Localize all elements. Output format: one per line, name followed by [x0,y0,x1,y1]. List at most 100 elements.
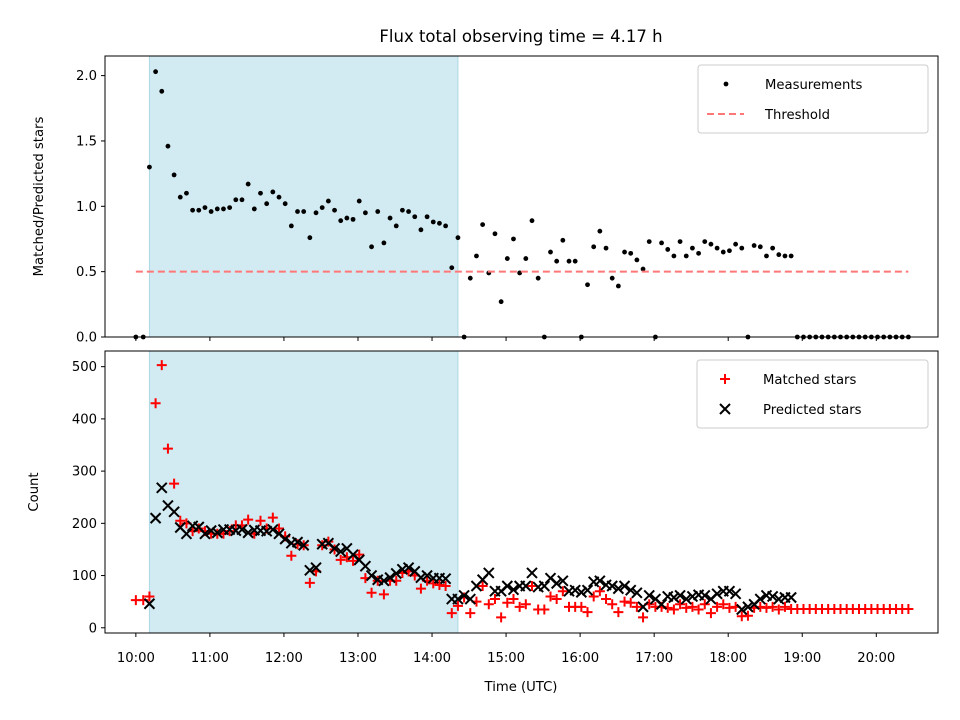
data-point [483,567,495,579]
legend-box [696,359,929,429]
data-point [609,275,615,281]
data-point [582,607,593,618]
data-point [455,235,461,241]
data-point [168,506,180,518]
data-point [402,562,415,574]
data-point [702,239,708,244]
data-point [622,249,627,255]
data-point [496,612,507,623]
y-tick-label: 400 [72,412,97,427]
data-point [267,523,279,536]
data-point [344,215,350,221]
data-point [903,603,914,614]
chart-panels: 0.0 0.5 1.0 1.5 2.0 Matched/Predicted stars Me… [27,55,939,666]
panel-2: 0 100 200 300 400 500 10:00 11:00 12:00 13:00 14:0… [27,350,939,666]
x-tick-label: 18:00 [709,651,747,666]
x-tick-label: 15:00 [487,651,525,666]
data-point [776,252,782,258]
y-tick-label: 0.0 [76,331,97,346]
data-point [147,164,152,170]
data-point [464,593,476,605]
data-point [646,239,652,244]
data-point [785,591,797,604]
data-point [727,248,732,254]
data-point [467,275,473,281]
x-tick-label: 16:00 [561,651,599,666]
data-point [437,220,442,226]
data-point [498,299,504,305]
data-point [693,604,704,615]
axes-frame [104,350,939,634]
data-point [378,575,390,587]
data-point [603,245,609,251]
data-point [304,564,316,577]
data-point [143,598,156,610]
data-point [492,231,498,237]
data-point [739,245,745,251]
data-point [520,599,531,610]
data-point [264,201,270,207]
legend-label: Matched stars [763,373,856,388]
data-point [613,607,624,618]
data-point [724,602,735,613]
x-tick-label: 10:00 [117,651,155,666]
data-point [415,571,427,584]
data-point [757,244,763,250]
data-point [180,528,193,540]
data-point [508,594,519,605]
data-point [449,265,455,271]
data-point [196,207,202,213]
data-point [338,218,344,224]
data-point [439,572,452,585]
data-point [504,256,510,261]
data-point [288,223,294,229]
data-point [675,599,686,610]
series-predicted-stars [143,482,797,616]
data-point [424,214,430,220]
data-point [538,580,551,592]
data-point [313,210,319,216]
data-point [270,189,276,195]
shaded-interval [148,350,459,634]
data-point [428,578,439,589]
data-point [514,601,525,612]
data-point [177,194,183,200]
data-point [202,205,208,211]
data-point [539,604,550,615]
data-point [310,562,322,574]
data-point [400,207,405,213]
data-point [523,256,529,261]
data-point [585,282,590,288]
legend-marker [720,374,730,384]
data-point [766,590,779,603]
y-tick-label: 1.0 [76,200,97,215]
data-point [390,567,402,580]
data-point [350,216,356,222]
data-point [375,209,381,214]
data-point [418,227,424,233]
data-point [153,69,158,75]
data-point [511,236,516,242]
x-tick-label: 17:00 [635,651,673,666]
data-point [205,524,217,537]
data-point [634,257,640,263]
data-point [628,250,634,256]
data-point [452,600,463,611]
data-point [480,222,486,228]
data-point [557,575,569,587]
data-point [612,582,625,595]
data-point [282,201,288,207]
x-tick-label: 19:00 [783,651,821,666]
legend-label: Measurements [765,78,863,93]
data-point [214,206,220,212]
data-point [754,593,767,605]
data-point [227,205,233,211]
data-point [520,580,532,592]
data-point [359,560,372,572]
data-point [165,143,171,149]
data-point [175,515,186,526]
data-point [489,594,500,605]
x-tick-label: 14:00 [413,651,451,666]
data-point [362,210,368,216]
